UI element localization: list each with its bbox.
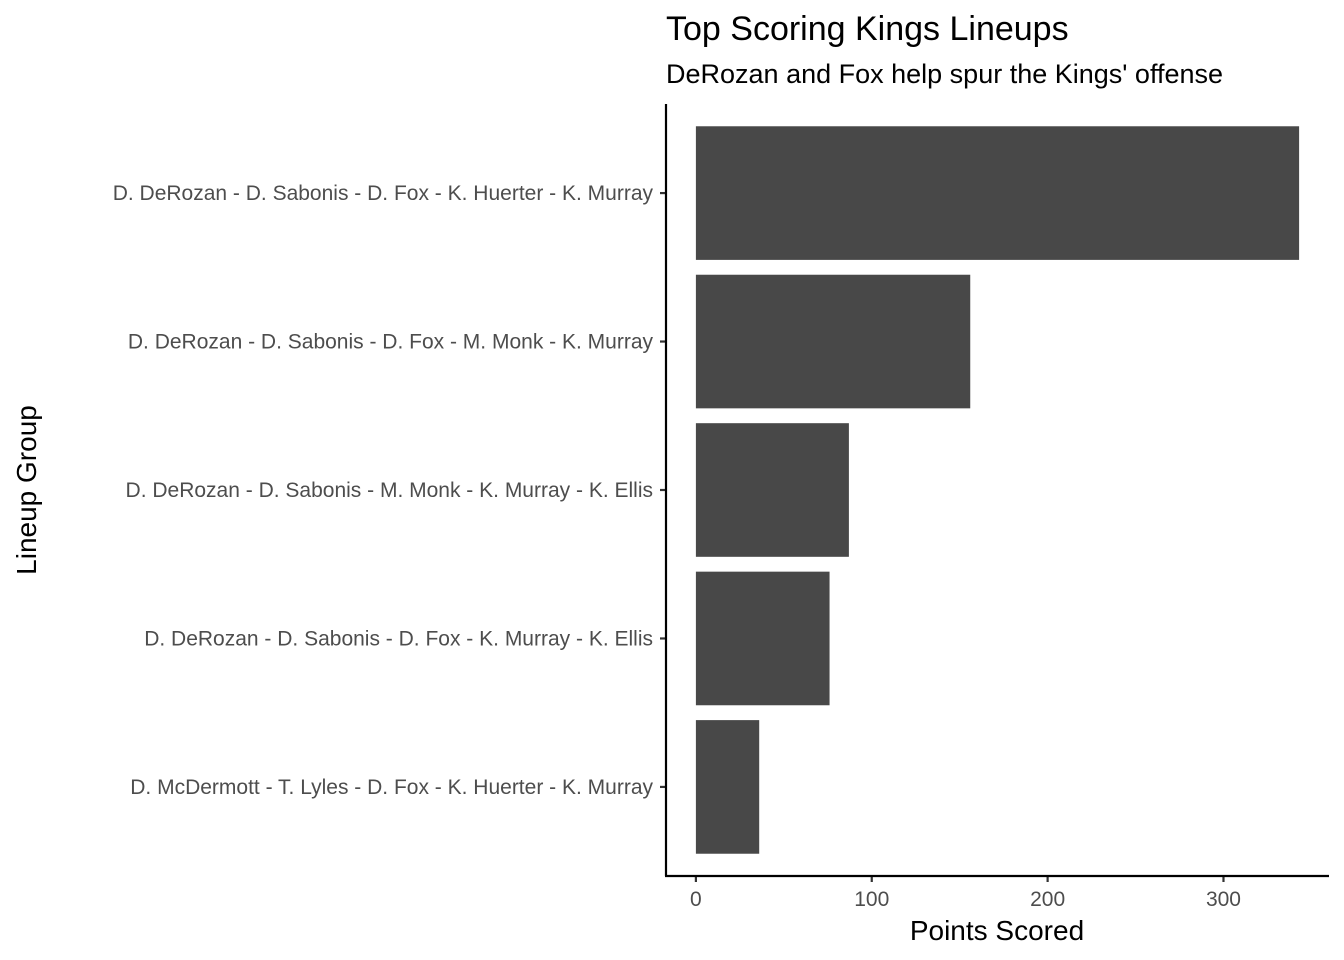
bar-4 (695, 720, 760, 854)
x-tick-label-0: 0 (690, 888, 702, 911)
bar-3 (695, 571, 830, 706)
y-axis-title: Lineup Group (11, 405, 42, 575)
bars-group (695, 126, 1300, 854)
y-tick-label-0: D. DeRozan - D. Sabonis - D. Fox - K. Hu… (113, 182, 654, 205)
y-axis-ticks: D. DeRozan - D. Sabonis - D. Fox - K. Hu… (113, 182, 666, 799)
x-axis-ticks: 0 100 200 300 (690, 876, 1241, 911)
x-tick-label-2: 200 (1030, 888, 1065, 911)
y-tick-label-3: D. DeRozan - D. Sabonis - D. Fox - K. Mu… (144, 627, 653, 650)
bar-2 (695, 423, 849, 557)
bar-0 (695, 126, 1300, 260)
x-tick-label-3: 300 (1206, 888, 1241, 911)
bar-1 (695, 274, 971, 409)
y-tick-label-2: D. DeRozan - D. Sabonis - M. Monk - K. M… (126, 479, 653, 502)
x-tick-label-1: 100 (854, 888, 889, 911)
y-tick-label-1: D. DeRozan - D. Sabonis - D. Fox - M. Mo… (128, 331, 654, 354)
y-tick-label-4: D. McDermott - T. Lyles - D. Fox - K. Hu… (130, 776, 653, 799)
x-axis-title: Points Scored (910, 915, 1084, 946)
chart-subtitle: DeRozan and Fox help spur the Kings' off… (666, 59, 1223, 89)
chart-title: Top Scoring Kings Lineups (666, 10, 1069, 48)
